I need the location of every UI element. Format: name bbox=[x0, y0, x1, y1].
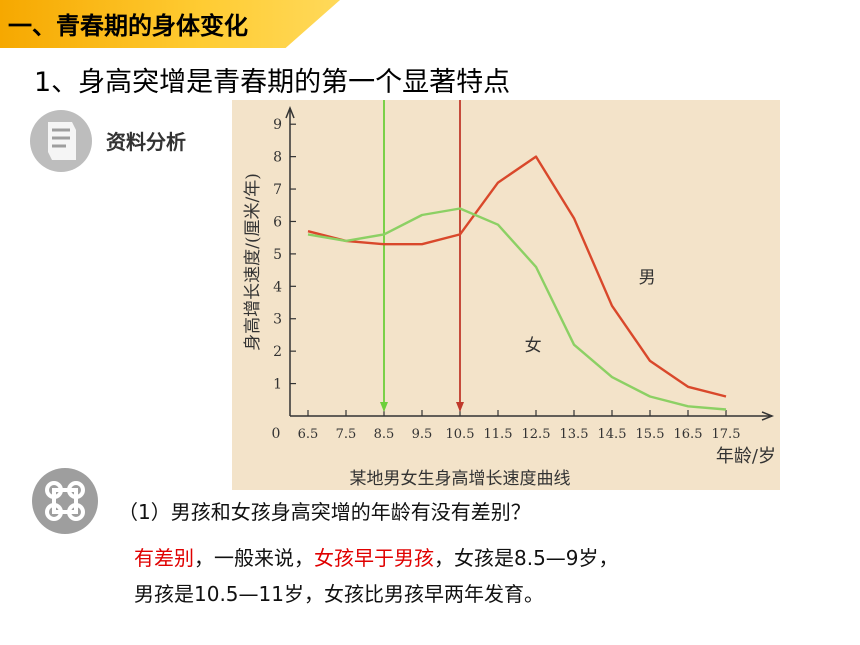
x-tick-label: 7.5 bbox=[336, 427, 357, 442]
x-axis-arrow bbox=[761, 411, 775, 421]
y-axis-title: 身高增长速度/(厘米/年) bbox=[243, 173, 263, 351]
x-tick-label: 9.5 bbox=[412, 427, 433, 442]
growth-speed-chart: 1 2 3 4 5 6 7 8 9 0 6.5 7.5 8.5 9.5 10.5 11.5 12.5 13.5 14… bbox=[243, 100, 776, 489]
y-tick-label: 3 bbox=[273, 312, 282, 328]
section-title: 一、青春期的身体变化 bbox=[8, 12, 248, 40]
x-tick-label: 15.5 bbox=[636, 427, 665, 442]
x-tick-label: 8.5 bbox=[374, 427, 395, 442]
series-label-female: 女 bbox=[525, 336, 542, 356]
material-analysis-icon bbox=[28, 108, 94, 174]
answer-line-1: 有差别，一般来说，女孩早于男孩，女孩是8.5—9岁， bbox=[134, 540, 834, 576]
question-icon bbox=[32, 468, 98, 534]
y-tick-label: 9 bbox=[273, 117, 282, 133]
x-tick-label: 14.5 bbox=[598, 427, 627, 442]
answer-segment: ，女孩是8.5—9岁， bbox=[434, 546, 619, 570]
answer-segment: ，一般来说， bbox=[194, 546, 314, 570]
x-tick-label: 12.5 bbox=[522, 427, 551, 442]
answer-line-2: 男孩是10.5—11岁，女孩比男孩早两年发育。 bbox=[134, 582, 544, 606]
answer-segment: 女孩早于男孩 bbox=[314, 546, 434, 570]
age-marker-arrow bbox=[380, 402, 388, 412]
x-origin-label: 0 bbox=[272, 426, 281, 442]
y-tick-label: 7 bbox=[273, 182, 282, 198]
series-line-female bbox=[307, 207, 727, 411]
y-tick-label: 6 bbox=[273, 214, 282, 230]
x-tick-label: 11.5 bbox=[484, 427, 513, 442]
section-banner bbox=[0, 0, 340, 48]
series-line-male bbox=[307, 155, 727, 398]
x-tick-label: 13.5 bbox=[560, 427, 589, 442]
y-tick-label: 2 bbox=[273, 344, 282, 360]
x-tick-label: 17.5 bbox=[712, 427, 741, 442]
answer-segment: 有差别 bbox=[134, 546, 194, 570]
x-tick-label: 6.5 bbox=[298, 427, 319, 442]
x-tick-label: 10.5 bbox=[446, 427, 475, 442]
material-analysis-label: 资料分析 bbox=[106, 130, 186, 154]
question-text: （1）男孩和女孩身高突增的年龄有没有差别？ bbox=[118, 500, 531, 524]
slide-subtitle: 1、身高突增是青春期的第一个显著特点 bbox=[34, 67, 511, 98]
age-marker-arrow bbox=[456, 402, 464, 412]
x-tick-label: 16.5 bbox=[674, 427, 703, 442]
y-tick-label: 5 bbox=[273, 247, 282, 263]
y-tick-label: 4 bbox=[273, 279, 282, 295]
y-axis-arrow bbox=[285, 105, 295, 119]
chart-panel: 1 2 3 4 5 6 7 8 9 0 6.5 7.5 8.5 9.5 10.5 11.5 12.5 13.5 14… bbox=[232, 100, 780, 490]
answer-text: 有差别，一般来说，女孩早于男孩，女孩是8.5—9岁， 男孩是10.5—11岁，女… bbox=[134, 540, 834, 612]
series-label-male: 男 bbox=[639, 268, 656, 288]
y-tick-label: 8 bbox=[273, 150, 282, 166]
chart-title: 某地男女生身高增长速度曲线 bbox=[350, 469, 571, 489]
x-axis-title: 年龄/岁 bbox=[716, 446, 776, 467]
y-tick-label: 1 bbox=[273, 377, 282, 393]
